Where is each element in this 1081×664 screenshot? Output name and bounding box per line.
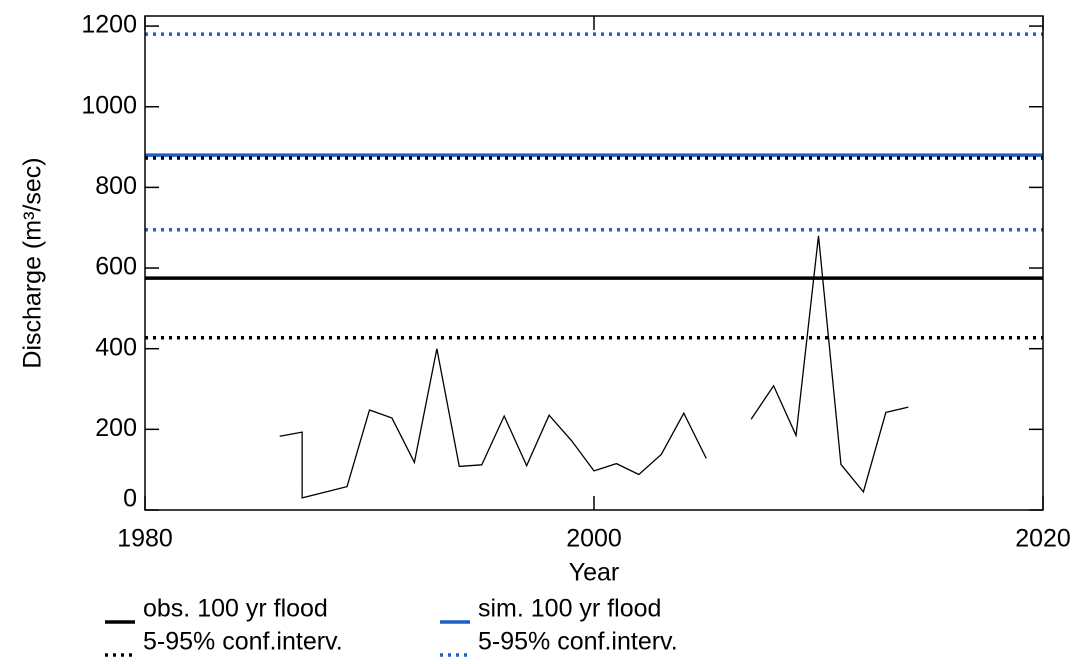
y-tick-label: 400	[95, 333, 137, 361]
legend-label: 5-95% conf.interv.	[143, 628, 343, 656]
y-tick-label: 600	[95, 253, 137, 281]
legend-label: sim. 100 yr flood	[478, 595, 661, 623]
y-tick-label: 200	[95, 414, 137, 442]
y-tick-label: 1200	[81, 11, 137, 39]
y-axis-label: Discharge (m³/sec)	[19, 157, 47, 368]
legend-label: obs. 100 yr flood	[143, 595, 328, 623]
x-tick-label: 2000	[566, 525, 622, 553]
data-line	[279, 235, 909, 499]
y-tick-label: 800	[95, 172, 137, 200]
x-tick-label: 2020	[1015, 525, 1071, 553]
x-axis-label: Year	[569, 559, 620, 587]
legend-label: 5-95% conf.interv.	[478, 628, 678, 656]
y-tick-label: 0	[123, 485, 137, 513]
y-tick-label: 1000	[81, 91, 137, 119]
x-tick-label: 1980	[117, 525, 173, 553]
